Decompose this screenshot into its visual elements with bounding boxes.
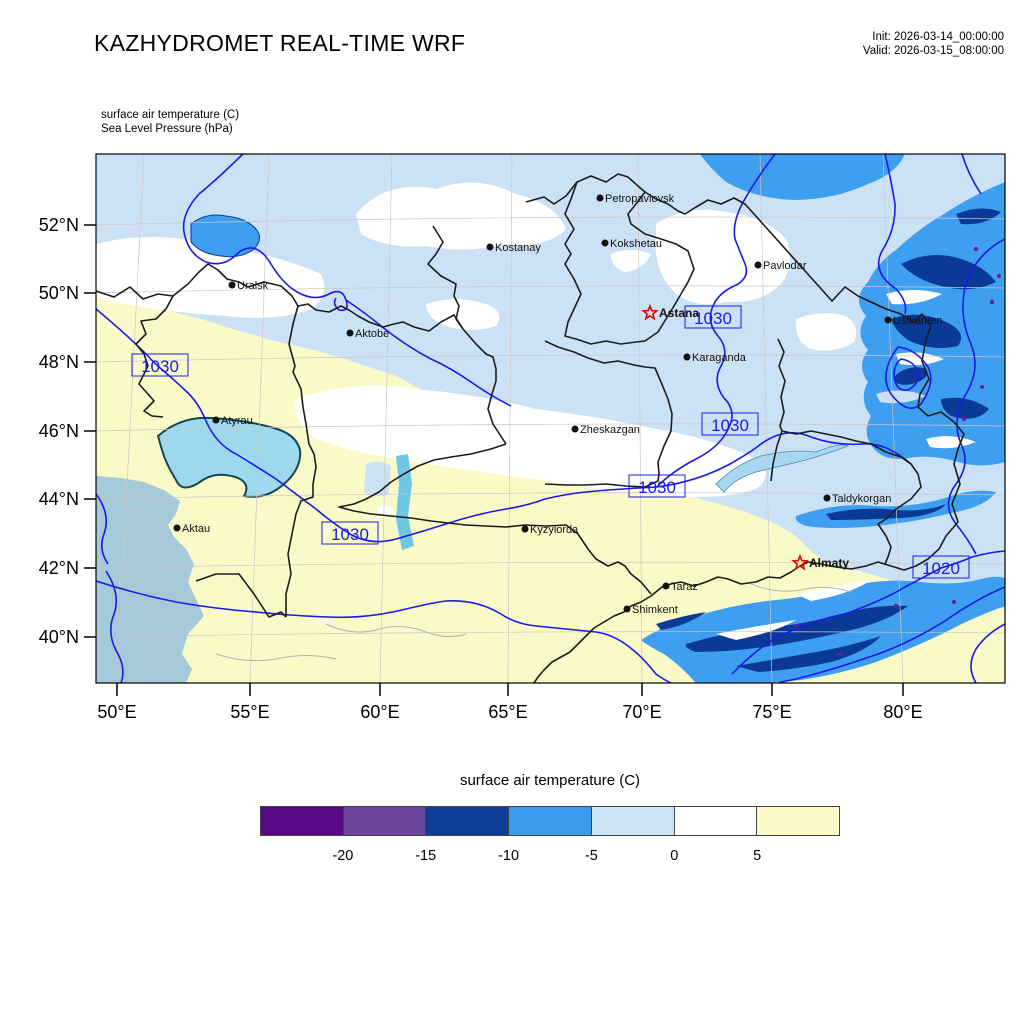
map-layers: 1030 1030 1030 1030 1030 1020 Petropavlovsk Ko… xyxy=(96,154,1005,683)
city-dot-icon xyxy=(596,194,604,202)
lat-tick-label: 50°N xyxy=(39,283,79,303)
city-dot-icon xyxy=(228,281,236,289)
city-label: Shimkent xyxy=(632,604,678,616)
city-dot-icon xyxy=(683,353,691,361)
city-label: Ustkamen xyxy=(893,315,943,327)
city-dot-icon xyxy=(521,525,529,533)
pressure-label-box xyxy=(321,521,379,545)
foreign-borders xyxy=(215,583,852,662)
caspian-sea-south xyxy=(96,476,204,683)
lat-tick-label: 48°N xyxy=(39,352,79,372)
city-label: Kyzylorda xyxy=(530,524,579,536)
colorbar-tick-label: -10 xyxy=(498,848,520,864)
colorbar-title: surface air temperature (C) xyxy=(459,772,641,789)
pressure-label-box xyxy=(131,353,189,377)
init-time: Init: 2026-03-14_00:00:00 xyxy=(872,31,1004,43)
capital-star-icon xyxy=(641,303,659,321)
lat-tick-label: 46°N xyxy=(39,421,79,441)
pressure-label: 1030 xyxy=(694,309,732,328)
colorbar-swatch xyxy=(426,806,510,836)
city-label: Taraz xyxy=(671,581,698,593)
lake-balkhash xyxy=(715,444,849,493)
map-frame xyxy=(95,153,1006,684)
pressure-label-box xyxy=(628,474,686,498)
colorbar xyxy=(260,806,841,836)
lon-tick-label: 65°E xyxy=(488,702,527,722)
lon-tick-label: 50°E xyxy=(97,702,136,722)
city-label: Kostanay xyxy=(495,242,541,254)
city-label: Petropavlovsk xyxy=(605,193,675,205)
field-subtitle: surface air temperature (C) Sea Level Pr… xyxy=(101,108,239,136)
capital-star-icon xyxy=(791,553,809,571)
pressure-label-box xyxy=(701,412,759,436)
lon-tick-label: 75°E xyxy=(752,702,791,722)
lat-tick-label: 44°N xyxy=(39,489,79,509)
pressure-contours xyxy=(96,154,1005,683)
colorbar-swatch xyxy=(343,806,427,836)
subtitle-pressure: Sea Level Pressure (hPa) xyxy=(101,123,233,135)
caspian-sea-north xyxy=(156,416,302,498)
city-label: Kokshetau xyxy=(610,238,662,250)
city-dot-icon xyxy=(173,524,181,532)
city-dot-icon xyxy=(571,425,579,433)
capital-label: Almaty xyxy=(809,556,849,570)
map-canvas: 1030 1030 1030 1030 1030 1020 Petropavlovsk Ko… xyxy=(39,153,1006,722)
city-label: Aktobe xyxy=(355,328,389,340)
colorbar-tick-label: -5 xyxy=(584,848,598,864)
lon-tick-label: 80°E xyxy=(883,702,922,722)
lon-tick-label: 60°E xyxy=(360,702,399,722)
colorbar-tick-label: 0 xyxy=(670,848,679,864)
lat-tick-label: 40°N xyxy=(39,627,79,647)
pressure-label-box xyxy=(912,555,970,579)
city-dot-icon xyxy=(662,582,670,590)
subtitle-temperature: surface air temperature (C) xyxy=(101,109,240,121)
city-label: Aktau xyxy=(182,523,210,535)
colorbar-tick-label: -20 xyxy=(332,848,354,864)
pressure-label-layer: 1030 1030 1030 1030 1030 1020 xyxy=(131,305,970,579)
colorbar-tick-label: -15 xyxy=(415,848,437,864)
page-title: KAZHYDROMET REAL-TIME WRF xyxy=(94,30,466,56)
pressure-label: 1030 xyxy=(331,525,369,544)
pressure-label: 1030 xyxy=(638,478,676,497)
city-label: Uralsk xyxy=(237,280,269,292)
city-label: Karaganda xyxy=(692,352,747,364)
colorbar-swatch xyxy=(591,806,675,836)
capital-label: Astana xyxy=(659,306,699,320)
city-label: Zheskazgan xyxy=(580,424,640,436)
lat-tick-label: 52°N xyxy=(39,215,79,235)
city-dot-icon xyxy=(754,261,762,269)
city-dot-icon xyxy=(884,316,892,324)
colorbar-swatch xyxy=(674,806,758,836)
axes-layer: 52°N 50°N 48°N 46°N 44°N 42°N 40°N 50°E 55°E 60°E… xyxy=(39,215,923,722)
city-dot-icon xyxy=(823,494,831,502)
city-dot-icon xyxy=(486,243,494,251)
colorbar-ticks: -20 -15 -10 -5 0 5 xyxy=(260,848,840,868)
city-label: Pavlodar xyxy=(763,260,807,272)
mountains-east xyxy=(858,182,1005,466)
pressure-label: 1020 xyxy=(922,559,960,578)
colorbar-swatch xyxy=(509,806,592,836)
colorbar-tick-label: 5 xyxy=(753,848,762,864)
lat-tick-label: 42°N xyxy=(39,558,79,578)
city-label: Taldykorgan xyxy=(832,493,891,505)
city-dot-icon xyxy=(601,239,609,247)
city-dot-icon xyxy=(346,329,354,337)
run-timestamps: Init: 2026-03-14_00:00:00 Valid: 2026-03… xyxy=(863,30,1004,58)
city-dot-icon xyxy=(212,416,220,424)
pressure-label: 1030 xyxy=(711,416,749,435)
city-dot-icon xyxy=(623,605,631,613)
city-layer: Petropavlovsk Kostanay Kokshetau Pavlodar Ur… xyxy=(173,193,943,616)
colorbar-swatch xyxy=(757,806,841,836)
region-borders xyxy=(96,173,965,683)
graticule xyxy=(96,154,1005,683)
city-label: Atyrau xyxy=(221,415,253,427)
lon-tick-label: 70°E xyxy=(622,702,661,722)
lon-tick-label: 55°E xyxy=(230,702,269,722)
valid-time: Valid: 2026-03-15_08:00:00 xyxy=(862,45,1004,57)
colorbar-swatch xyxy=(260,806,344,836)
pressure-label: 1030 xyxy=(141,357,179,376)
pressure-label-box xyxy=(684,305,742,329)
map-area: 1030 1030 1030 1030 1030 1020 Petropavlovsk Ko… xyxy=(39,153,1006,722)
